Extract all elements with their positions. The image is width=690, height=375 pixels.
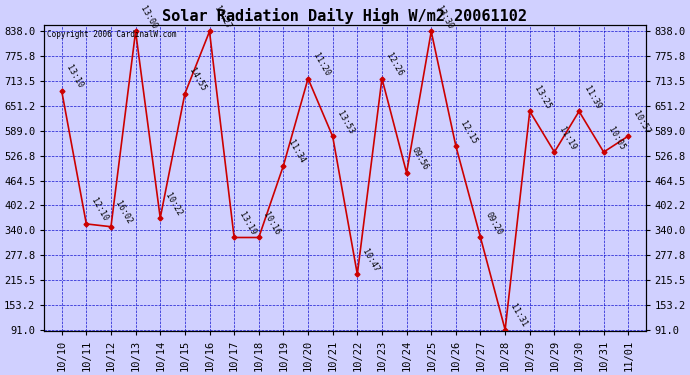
Title: Solar Radiation Daily High W/m2 20061102: Solar Radiation Daily High W/m2 20061102 [163, 8, 527, 24]
Text: 09:20: 09:20 [483, 211, 504, 237]
Text: 10:05: 10:05 [607, 125, 627, 151]
Text: 10:16: 10:16 [262, 211, 282, 237]
Text: 14:55: 14:55 [188, 67, 208, 93]
Text: 12:15: 12:15 [459, 119, 479, 145]
Text: 10:57: 10:57 [631, 109, 651, 135]
Text: 16:02: 16:02 [114, 200, 134, 226]
Text: 13:10: 13:10 [64, 64, 85, 90]
Text: 12:10: 12:10 [89, 197, 110, 223]
Text: 11:39: 11:39 [582, 84, 602, 111]
Text: 11:19: 11:19 [558, 125, 578, 151]
Text: 13:25: 13:25 [533, 84, 553, 111]
Text: Copyright 2006 CardinalW.com: Copyright 2006 CardinalW.com [48, 30, 177, 39]
Text: 13:00: 13:00 [139, 4, 159, 31]
Text: 10:47: 10:47 [360, 248, 380, 273]
Text: 13:30: 13:30 [434, 4, 454, 31]
Text: 11:31: 11:31 [508, 303, 529, 329]
Text: 13:19: 13:19 [237, 211, 257, 237]
Text: 10:22: 10:22 [163, 191, 184, 217]
Text: 13:53: 13:53 [335, 110, 356, 136]
Text: 11:34: 11:34 [286, 139, 306, 165]
Text: 12:26: 12:26 [385, 52, 405, 78]
Text: 13:27: 13:27 [213, 4, 233, 31]
Text: 09:56: 09:56 [409, 146, 430, 172]
Text: 11:20: 11:20 [310, 52, 331, 78]
